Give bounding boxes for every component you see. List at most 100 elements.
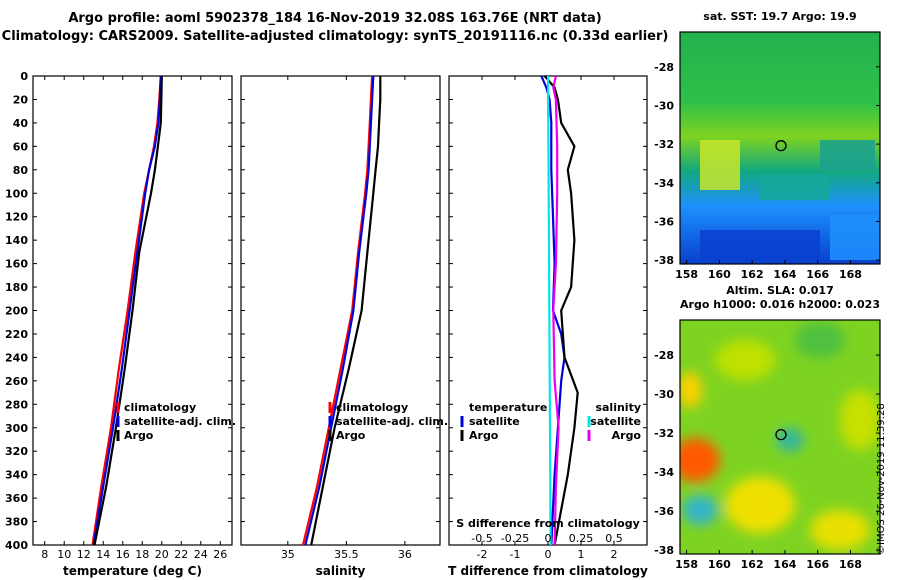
lon-tick-label: 158: [675, 558, 698, 571]
x-axis-label: temperature (deg C): [63, 564, 202, 578]
figure-title-line1: Argo profile: aoml 5902378_184 16-Nov-20…: [68, 11, 602, 26]
legend-item: satellite-adj. clim.: [124, 415, 236, 428]
x-tick-label: 10: [57, 548, 71, 561]
series-line-t-argo: [543, 75, 579, 546]
x-tick-label: 18: [135, 548, 149, 561]
plot-frame: [240, 75, 441, 546]
float-position-marker: [775, 429, 787, 441]
sst-patch: [820, 140, 875, 170]
depth-tick-label: 200: [5, 305, 28, 318]
map-title: Altim. SLA: 0.017: [726, 284, 833, 297]
lon-tick-label: 168: [839, 558, 862, 571]
lon-tick-label: 166: [806, 558, 829, 571]
series-line-climatology: [301, 75, 374, 546]
sla-blob: [680, 372, 702, 408]
lat-tick-label: -34: [654, 466, 674, 479]
series-line-argo: [310, 76, 382, 546]
depth-tick-label: 80: [13, 164, 29, 177]
depth-tick-label: 380: [5, 516, 28, 529]
lat-tick-label: -30: [654, 388, 674, 401]
sla-blob: [682, 495, 718, 525]
series-line-satellite-adj-clim-: [92, 75, 162, 546]
depth-tick-label: 40: [13, 117, 29, 130]
depth-tick-label: 20: [13, 93, 29, 106]
depth-tick-label: 300: [5, 422, 28, 435]
legend-item: Argo: [336, 429, 366, 442]
sst-patch: [760, 175, 830, 200]
lat-tick-label: -28: [654, 349, 674, 362]
lon-tick-label: 168: [839, 268, 862, 281]
sla-blob: [840, 390, 880, 450]
sla-blob: [715, 340, 775, 380]
x-tick-label: 1: [578, 548, 585, 561]
lon-tick-label: 160: [708, 268, 731, 281]
s-tick-label: 0: [545, 532, 552, 545]
lat-tick-label: -36: [654, 505, 674, 518]
sst-map: 158 160 162 164 166 168 -28 -30 -32 -34 -36 -38 sat.…: [654, 10, 881, 281]
temperature-profile-panel: 8 10 12 14 16 18 20 22 24 26 temperature (deg C) cl…: [32, 75, 236, 578]
depth-tick-label: 0: [20, 70, 28, 83]
lat-tick-label: -28: [654, 61, 674, 74]
depth-tick-label: 360: [5, 492, 28, 505]
figure-title-line2: Climatology: CARS2009. Satellite-adjuste…: [1, 29, 669, 44]
copyright-stamp: ©IMOS 26-Nov-2019 11:39:28: [876, 403, 887, 555]
lon-tick-label: 164: [773, 558, 796, 571]
depth-tick-label: 220: [5, 328, 28, 341]
depth-tick-label: 180: [5, 281, 28, 294]
depth-tick-label: 260: [5, 375, 28, 388]
x-tick-label: 36: [398, 548, 412, 561]
map-title: Argo h1000: 0.016 h2000: 0.023: [680, 298, 880, 311]
s-tick-label: 0.5: [605, 532, 623, 545]
legend-item: satellite-adj. clim.: [336, 415, 448, 428]
lat-tick-label: -30: [654, 99, 674, 112]
x-tick-label: 2: [611, 548, 618, 561]
x-tick-label: 20: [155, 548, 169, 561]
lat-tick-label: -34: [654, 177, 674, 190]
map-frame: [679, 319, 881, 555]
legend-title-temperature: temperature: [469, 401, 547, 414]
lat-tick-label: -36: [654, 215, 674, 228]
sst-patch: [700, 230, 820, 260]
x-tick-label: 35.5: [334, 548, 359, 561]
x-tick-label: 14: [96, 548, 110, 561]
lat-tick-label: -38: [654, 254, 674, 267]
lat-tick-label: -32: [654, 427, 674, 440]
s-axis-label: S difference from climatology: [456, 517, 640, 530]
legend-item: Argo: [124, 429, 154, 442]
map-title: sat. SST: 19.7 Argo: 19.9: [703, 10, 856, 23]
difference-profile-panel: -2 -1 0 1 2 T difference from climatology -0.5…: [448, 75, 648, 578]
legend-item: climatology: [124, 401, 196, 414]
salinity-profile-panel: 35 35.5 36 salinity climatologysatellite-adj…: [240, 75, 448, 578]
legend-item-temperature: Argo: [469, 429, 499, 442]
sla-blob: [795, 322, 845, 358]
sla-blob: [680, 438, 720, 482]
depth-tick-label: 60: [13, 140, 29, 153]
depth-tick-label: 120: [5, 211, 28, 224]
s-tick-label: -0.25: [501, 532, 529, 545]
s-tick-label: -0.5: [471, 532, 492, 545]
lon-tick-label: 162: [741, 558, 764, 571]
legend-item: climatology: [336, 401, 408, 414]
sla-blobs: [680, 322, 880, 550]
depth-tick-label: 160: [5, 258, 28, 271]
x-tick-label: -1: [510, 548, 521, 561]
x-axis-label: salinity: [316, 564, 366, 578]
series-line-s-satellite: [546, 75, 552, 546]
depth-tick-label: 100: [5, 187, 28, 200]
legend-item-temperature: satellite: [469, 415, 520, 428]
sla-blob: [810, 510, 870, 550]
x-tick-label: 26: [213, 548, 227, 561]
x-tick-label: 8: [41, 548, 48, 561]
sla-blob: [725, 477, 795, 533]
sst-patch: [830, 215, 880, 260]
s-tick-label: 0.25: [569, 532, 594, 545]
x-tick-label: 16: [116, 548, 130, 561]
series-line-argo: [93, 75, 163, 546]
depth-tick-label: 240: [5, 351, 28, 364]
x-axis-label: T difference from climatology: [448, 564, 648, 578]
sla-blob: [776, 428, 804, 452]
series-line-s-argo: [552, 75, 560, 546]
sst-patch: [700, 140, 740, 190]
lon-tick-label: 164: [773, 268, 796, 281]
